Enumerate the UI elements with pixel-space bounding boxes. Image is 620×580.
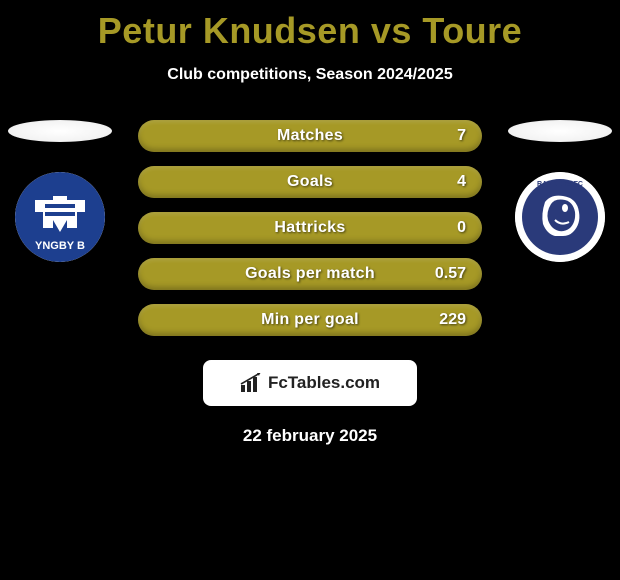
subtitle: Club competitions, Season 2024/2025 [0,66,620,84]
stat-value: 0 [457,219,466,237]
svg-text:YNGBY B: YNGBY B [35,240,85,252]
stat-row: Hattricks 0 [138,212,482,244]
stat-value: 229 [439,311,466,329]
player-left-avatar-placeholder [8,120,112,142]
stat-label: Goals [287,173,333,191]
comparison-content: YNGBY B RANDERS FC Matches 7 Goals 4 [0,120,620,446]
stat-value: 7 [457,127,466,145]
stat-row: Min per goal 229 [138,304,482,336]
page-title: Petur Knudsen vs Toure [0,0,620,52]
stat-row: Goals 4 [138,166,482,198]
stat-label: Matches [277,127,343,145]
lyngby-logo-icon: YNGBY B [15,172,105,262]
stat-row: Goals per match 0.57 [138,258,482,290]
club-badge-left: YNGBY B [15,172,105,262]
stats-bars: Matches 7 Goals 4 Hattricks 0 Goals per … [138,120,482,336]
stat-label: Min per goal [261,311,359,329]
svg-text:RANDERS FC: RANDERS FC [537,181,583,188]
stat-label: Hattricks [274,219,345,237]
club-badge-right: RANDERS FC [515,172,605,262]
stat-value: 4 [457,173,466,191]
player-left-column: YNGBY B [8,120,112,262]
randers-logo-icon: RANDERS FC [515,172,605,262]
stat-label: Goals per match [245,265,375,283]
stat-row: Matches 7 [138,120,482,152]
stat-value: 0.57 [435,265,466,283]
watermark-text: FcTables.com [268,373,380,393]
date-label: 22 february 2025 [0,426,620,446]
bar-chart-icon [240,373,262,393]
player-right-avatar-placeholder [508,120,612,142]
watermark-badge: FcTables.com [203,360,417,406]
player-right-column: RANDERS FC [508,120,612,262]
